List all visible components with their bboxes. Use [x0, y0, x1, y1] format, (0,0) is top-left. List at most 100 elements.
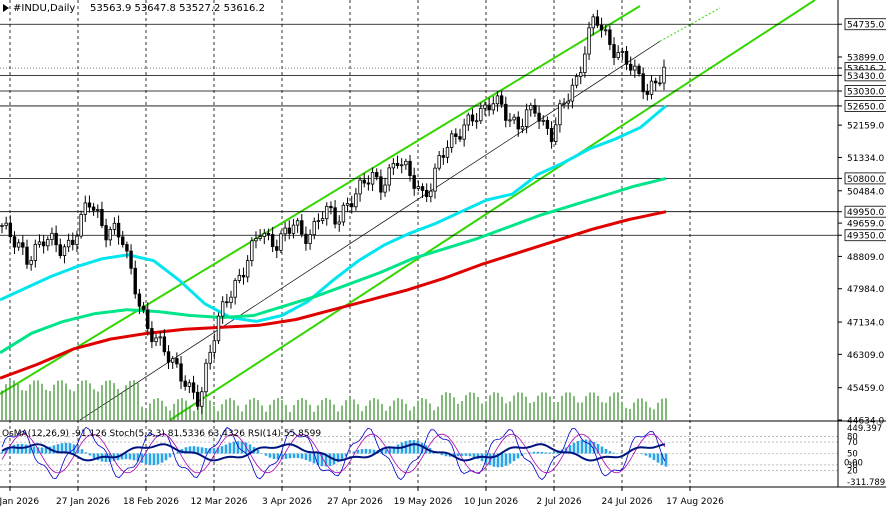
candle-body [59, 245, 62, 256]
indicator-scale-label: 20 [847, 467, 858, 477]
candle-body [496, 96, 499, 104]
candle-body [417, 187, 420, 189]
osma-bar [41, 448, 44, 454]
candle-body [213, 341, 216, 353]
candle-body [192, 383, 195, 392]
x-tick-label: 19 May 2026 [394, 497, 453, 507]
candle-body [330, 206, 333, 207]
osma-bar [169, 454, 172, 458]
y-tick-label: 49659.0 [847, 220, 884, 230]
x-tick-label: 12 Mar 2026 [190, 497, 247, 507]
y-tick-label: 47134.0 [847, 319, 884, 329]
osma-bar [329, 454, 332, 466]
candle-body [146, 310, 149, 329]
osma-bar [645, 454, 648, 456]
candle-body [142, 306, 145, 310]
candle-body [459, 137, 462, 140]
candle-body [521, 127, 524, 129]
candle-body [525, 110, 528, 127]
candle-body [176, 359, 179, 364]
candle-body [267, 233, 270, 234]
candle-body [588, 28, 591, 54]
osma-bar [457, 454, 460, 457]
candle-body [17, 243, 20, 247]
osma-bar [301, 454, 304, 459]
candle-body [26, 247, 29, 264]
osma-bar [517, 454, 520, 459]
candle-body [492, 104, 495, 110]
candle-body [205, 363, 208, 391]
candle-body [371, 172, 374, 184]
osma-bar [157, 454, 160, 465]
candle-body [567, 101, 570, 103]
candle-body [67, 240, 70, 247]
candle-body [109, 229, 112, 239]
candle-body [438, 156, 441, 169]
osma-bar [665, 454, 668, 467]
osma-bar [417, 441, 420, 453]
osma-bar [573, 443, 576, 454]
osma-bar [297, 454, 300, 459]
x-tick-label: 3 Apr 2026 [262, 497, 312, 507]
candle-body [76, 236, 79, 244]
x-tick-label: 17 Aug 2026 [666, 497, 724, 507]
candle-body [638, 66, 641, 74]
candle-body [259, 237, 262, 239]
osma-bar [213, 448, 216, 453]
candle-body [538, 113, 541, 121]
osma-bar [225, 445, 228, 454]
osma-bar [397, 445, 400, 454]
candle-body [317, 221, 320, 222]
candle-body [188, 383, 191, 387]
y-tick-label: 52159.0 [847, 122, 884, 132]
osma-bar [289, 454, 292, 459]
candle-body [184, 381, 187, 386]
osma-bar [305, 454, 308, 460]
candle-body [101, 209, 104, 225]
osma-bar [161, 454, 164, 463]
candle-body [159, 337, 162, 338]
candle-body [271, 235, 274, 247]
candle-body [22, 243, 25, 247]
candle-body [650, 81, 653, 94]
candle-body [134, 268, 137, 294]
candle-body [46, 240, 49, 246]
candle-body [442, 156, 445, 158]
candle-body [88, 203, 91, 207]
x-tick-label: 27 Jan 2026 [56, 497, 110, 507]
x-tick-label: 18 Feb 2026 [123, 497, 179, 507]
candle-body [446, 147, 449, 157]
candle-body [554, 125, 557, 142]
osma-bar [153, 454, 156, 466]
candle-body [9, 223, 12, 237]
osma-bar [505, 454, 508, 466]
y-tick-label: 50800.0 [847, 175, 884, 185]
osma-bar [1, 452, 4, 454]
osma-bar [197, 447, 200, 454]
osma-bar [285, 454, 288, 459]
osma-bar [545, 452, 548, 453]
y-tick-label: 53430.0 [847, 72, 884, 82]
osma-bar [129, 454, 132, 460]
osma-bar [257, 450, 260, 453]
candle-body [5, 223, 8, 225]
candle-body [484, 105, 487, 108]
candle-body [92, 207, 95, 210]
candle-body [500, 96, 503, 104]
osma-bar [537, 452, 540, 454]
candle-body [196, 392, 199, 406]
y-tick-label: 52650.0 [847, 102, 884, 112]
candle-body [425, 190, 428, 196]
candle-body [396, 163, 399, 165]
candle-body [434, 168, 437, 191]
candle-body [463, 125, 466, 139]
candle-body [126, 245, 129, 252]
candle-body [346, 204, 349, 206]
candle-body [226, 302, 229, 303]
candle-body [334, 208, 337, 224]
candle-body [359, 180, 362, 194]
candle-body [646, 92, 649, 95]
candle-body [471, 115, 474, 121]
